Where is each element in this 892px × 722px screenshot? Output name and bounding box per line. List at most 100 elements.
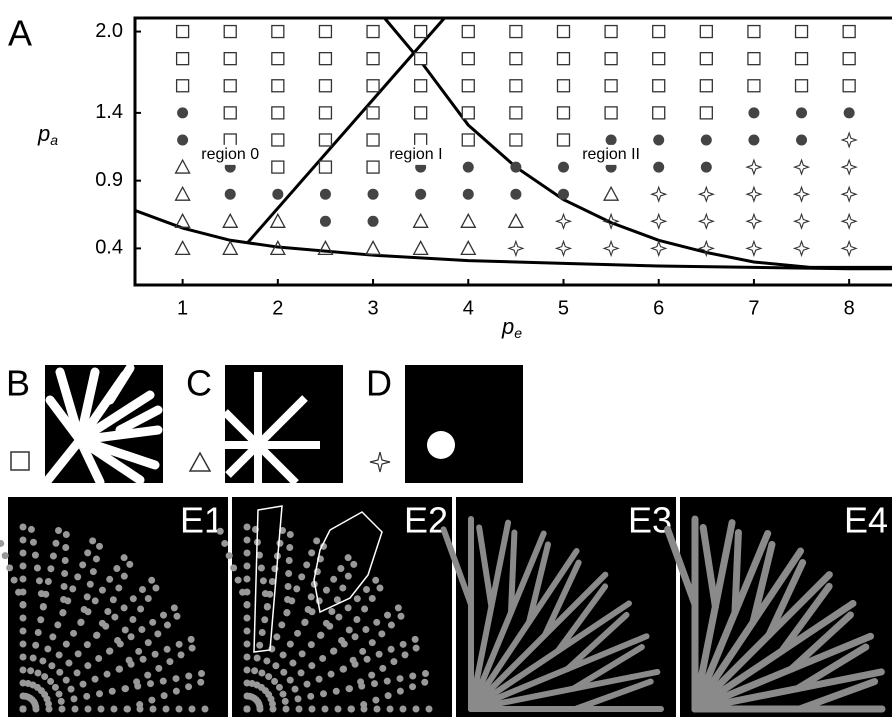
marker-star [699,214,713,228]
marker-square [605,53,617,65]
marker-square [557,53,569,65]
marker-square [653,80,665,92]
panel-label: E4 [844,500,888,541]
marker-star [652,187,666,201]
marker-circle [368,216,379,227]
marker-square [224,53,236,65]
y-tick-label: 2.0 [95,20,123,42]
marker-star [795,160,809,174]
marker-star [795,187,809,201]
marker-square [367,107,379,119]
x-tick-label: 8 [844,297,855,319]
marker-square [748,26,760,38]
marker-circle [510,162,521,173]
marker-triangle [176,187,190,200]
marker-square [367,53,379,65]
marker-circle [796,107,807,118]
marker-circle [225,189,236,200]
e-panels: E1 E2 E3 E4 [0,497,892,717]
marker-square [177,53,189,65]
marker-circle [368,189,379,200]
marker-star [842,241,856,255]
annotation: region II [582,146,640,163]
marker-square [700,80,712,92]
marker-star [747,160,761,174]
marker-square [843,53,855,65]
y-axis-label: pa [37,121,58,148]
marker-star [509,241,523,255]
marker-square [367,80,379,92]
image-d [405,365,523,483]
marker-square [415,134,427,146]
marker-star [842,214,856,228]
marker-star [652,241,666,255]
marker-square [415,107,427,119]
y-tick-label: 1.4 [95,101,123,123]
marker-square [557,134,569,146]
panel-label: E1 [180,500,224,541]
marker-star [556,241,570,255]
marker-triangle [176,160,190,173]
marker-square [415,80,427,92]
marker-triangle [604,187,618,200]
marker-circle [463,162,474,173]
legend-square [11,452,29,470]
marker-square [510,134,522,146]
marker-square [510,26,522,38]
marker-square [177,26,189,38]
marker-square [796,80,808,92]
figure: A pa pe B C D E1E2E3E4 123456782.01.40.9… [0,0,892,717]
panel-label: E2 [404,500,448,541]
marker-circle [415,189,426,200]
marker-circle [748,134,759,145]
x-label-symbol: p [501,314,514,339]
marker-circle [701,162,712,173]
boundary-curve [247,18,444,243]
marker-square [462,80,474,92]
annotation: region 0 [201,146,259,163]
marker-circle [177,134,188,145]
pattern-d [427,431,455,459]
branch [735,533,738,613]
marker-circle [606,134,617,145]
y-label-symbol: p [37,121,50,146]
marker-square [272,80,284,92]
x-label-subscript: e [514,325,522,341]
marker-star [795,214,809,228]
boundary-curve [384,18,892,267]
marker-triangle [223,214,237,227]
legend-triangle [190,453,210,471]
page: A pa pe B C D E1E2E3E4 123456782.01.40.9… [0,0,892,722]
marker-square [415,26,427,38]
y-tick-label: 0.4 [95,237,123,259]
marker-circle [177,107,188,118]
marker-square [653,53,665,65]
marker-square [367,161,379,173]
x-tick-label: 6 [653,297,664,319]
marker-circle [653,162,664,173]
marker-square [700,107,712,119]
marker-star [795,241,809,255]
marker-square [653,26,665,38]
marker-square [605,80,617,92]
marker-square [319,80,331,92]
marker-square [367,26,379,38]
x-tick-label: 3 [367,297,378,319]
marker-circle [748,107,759,118]
marker-star [747,241,761,255]
marker-circle [653,134,664,145]
marker-star [842,187,856,201]
marker-triangle [271,214,285,227]
marker-square [557,26,569,38]
panel-label: E3 [628,500,672,541]
marker-square [224,107,236,119]
panel-label: A [8,13,32,54]
marker-circle [558,162,569,173]
marker-square [796,26,808,38]
marker-square [319,53,331,65]
marker-circle [796,134,807,145]
marker-star [842,160,856,174]
annotation: region I [389,146,442,163]
marker-square [272,26,284,38]
marker-square [272,107,284,119]
